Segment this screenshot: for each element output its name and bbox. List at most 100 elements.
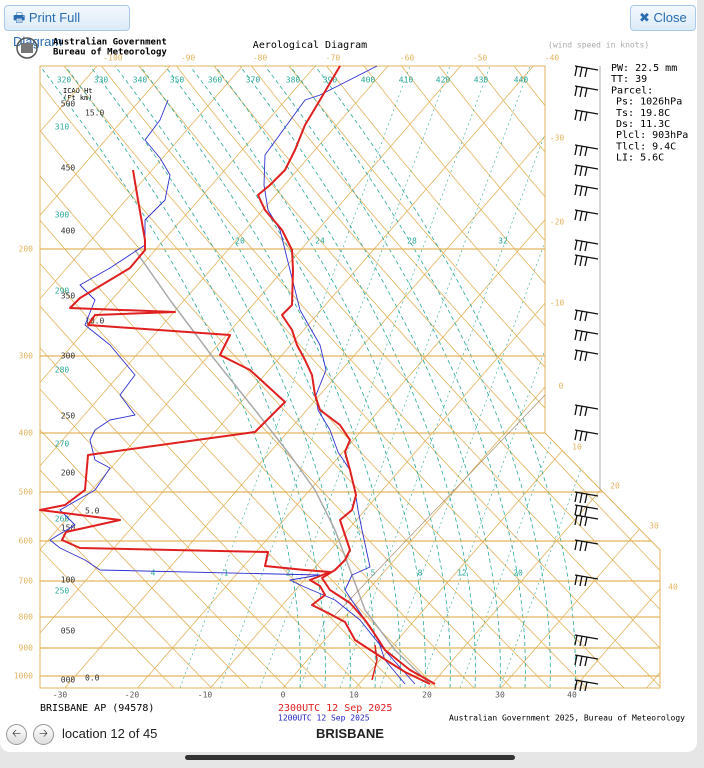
mixing-upper-label: 28	[407, 237, 417, 246]
stat-line: Tlcl: 9.4C	[616, 141, 676, 152]
stat-line: PW: 22.5 mm	[611, 63, 677, 74]
moist-adiabat	[164, 66, 426, 688]
dry-adiabat	[40, 66, 287, 688]
moist-adiabat	[214, 66, 476, 688]
mixing-upper-label: 24	[315, 237, 325, 246]
dry-adiabat	[40, 66, 325, 688]
theta-left-label: 280	[55, 366, 70, 375]
moist-adiabat	[189, 66, 451, 688]
plot-frame	[39, 65, 661, 689]
theta-top-label: 320	[57, 76, 72, 85]
mixing-lower-label: 8	[418, 569, 423, 578]
dry-adiabat	[63, 66, 625, 688]
dry-adiabat	[40, 66, 475, 688]
wind-barb	[574, 65, 599, 78]
time-latest: 2300UTC 12 Sep 2025	[278, 703, 392, 714]
pressure-label: 200	[19, 245, 34, 254]
height-title: ICAO Ht	[63, 87, 93, 95]
stat-line: Ps: 1026hPa	[616, 97, 682, 108]
wind-barb	[574, 504, 599, 517]
temp-bottom-label: -10	[198, 691, 213, 700]
stat-line: LI: 5.6C	[616, 153, 664, 164]
temp-right-label: 20	[610, 482, 620, 491]
height-ft-label: 500	[61, 100, 76, 109]
moist-adiabat	[289, 66, 551, 688]
moist-adiabat	[264, 66, 526, 688]
isotherm	[500, 66, 660, 688]
dry-adiabat	[40, 66, 175, 688]
theta-left-label: 270	[55, 440, 70, 449]
diagram-title: Aerological Diagram	[253, 40, 367, 51]
height-ft-label: 450	[61, 164, 76, 173]
temp-right-label: 40	[668, 583, 678, 592]
dry-adiabat	[288, 66, 660, 688]
pressure-label: 900	[19, 644, 34, 653]
isotherm	[64, 66, 607, 688]
pressure-label: 500	[19, 488, 34, 497]
dry-adiabat	[251, 66, 660, 688]
prev-temperature	[263, 65, 406, 685]
temp-top-label: -60	[400, 54, 415, 63]
dry-adiabat	[101, 66, 660, 688]
theta-top-label: 340	[133, 76, 148, 85]
stat-line: Plcl: 903hPa	[616, 130, 688, 141]
wind-note: (wind speed in knots)	[548, 41, 649, 50]
temp-right-label: -30	[550, 134, 565, 143]
mixing-ratio	[419, 66, 651, 688]
height-ft-label: 000	[61, 676, 76, 685]
height-ft-label: 200	[61, 469, 76, 478]
temp-top-label: -100	[103, 54, 122, 63]
dewpoint	[39, 169, 431, 685]
theta-left-label: 290	[55, 287, 70, 296]
mixing-lower-label: 4	[151, 569, 156, 578]
temp-bottom-label: 30	[495, 691, 505, 700]
wind-barb	[574, 184, 599, 197]
location-name: BRISBANE	[316, 726, 384, 741]
dry-adiabat	[138, 66, 660, 688]
wind-barb	[574, 634, 599, 647]
mixing-lower-label: 20	[513, 569, 523, 578]
pressure-label: 1000	[14, 672, 33, 681]
height-ft-label: 100	[61, 576, 76, 585]
mixing-ratio	[499, 66, 660, 688]
temp-top-label: -50	[473, 54, 488, 63]
moist-adiabat	[139, 66, 401, 688]
isotherm	[428, 66, 660, 688]
theta-top-label: 440	[514, 76, 529, 85]
temp-right-label: -20	[550, 218, 565, 227]
print-button[interactable]: 🖶 Print Full Diagram	[4, 5, 130, 49]
credit: Australian Government 2025, Bureau of Me…	[449, 714, 685, 723]
wind-barb	[574, 309, 599, 322]
wind-barb	[574, 109, 599, 122]
next-button[interactable]: 🡢	[33, 724, 54, 745]
isotherm	[209, 66, 660, 688]
height-ft-label: 400	[61, 227, 76, 236]
wind-barb	[574, 429, 599, 442]
mixing-ratio	[259, 66, 491, 688]
temp-bottom-label: 0	[281, 691, 286, 700]
station: BRISBANE AP (94578)	[40, 703, 154, 714]
prev-button[interactable]: 🡠	[6, 724, 27, 745]
temp-right-label: 30	[649, 522, 659, 531]
theta-top-label: 330	[94, 76, 109, 85]
height-km-label: 5.0	[85, 507, 100, 516]
location-text: location 12 of 45	[62, 726, 158, 741]
stat-line: Ds: 11.3C	[616, 119, 670, 130]
temp-bottom-label: 40	[567, 691, 577, 700]
temp-top-label: -90	[181, 54, 196, 63]
height-ft-label: 250	[61, 412, 76, 421]
theta-top-label: 350	[170, 76, 185, 85]
temp-bottom-label: -20	[125, 691, 140, 700]
theta-left-label: 310	[55, 123, 70, 132]
dry-adiabat	[213, 66, 660, 688]
height-ft-label: 350	[61, 292, 76, 301]
wind-barb	[574, 209, 599, 222]
isotherm	[137, 66, 660, 688]
height-km-label: 0.0	[85, 674, 100, 683]
mixing-ratio	[179, 66, 411, 688]
isotherm	[0, 66, 24, 688]
close-button[interactable]: ✖ Close	[630, 5, 696, 31]
wind-barb	[574, 164, 599, 177]
moist-adiabat	[40, 66, 301, 688]
mixing-ratio	[339, 66, 571, 688]
